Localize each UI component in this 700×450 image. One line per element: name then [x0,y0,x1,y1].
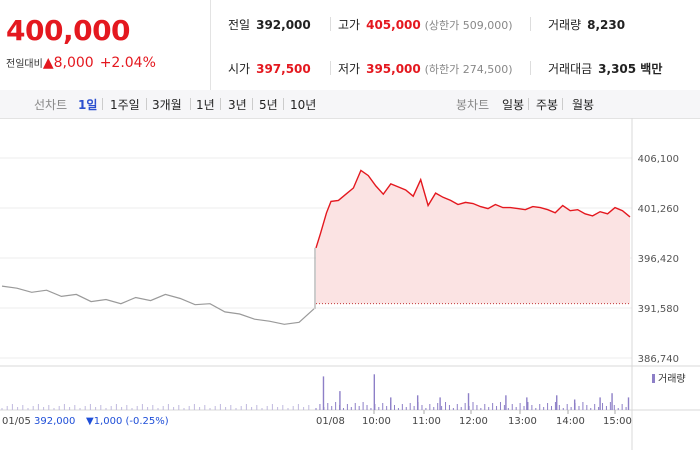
x-tick-label: 11:00 [412,416,441,427]
divider [146,98,147,110]
intraday-chart: 406,100 401,260 396,420 391,580 386,740 거래량 01… [0,118,700,450]
low-label: 저가 [338,62,361,76]
price-panel: 400,000 전일대비▲8,000 +2.04% [0,0,211,90]
prev-close-label: 전일 [228,18,251,32]
line-chart-label: 선차트 [34,98,68,112]
y-tick-label: 396,420 [638,254,679,265]
volume-label: 거래량 [548,18,582,32]
prev-close-value: 392,000 [256,18,311,32]
change-amount: 8,000 [53,55,94,71]
volume-legend-swatch [652,374,655,383]
y-tick-label: 386,740 [638,354,679,365]
low-price: 저가 395,000 (하한가 274,500) [338,60,513,77]
divider [220,98,221,110]
tab-1week[interactable]: 1주일 [110,98,140,112]
divider [562,98,563,110]
change-line: 전일대비▲8,000 +2.04% [6,55,156,71]
open-label: 시가 [228,62,251,76]
divider [102,98,103,110]
prev-day-close-label: 392,000 [34,416,75,427]
x-tick-label: 01/08 [316,416,345,427]
x-tick-label: 13:00 [508,416,537,427]
divider [190,98,191,110]
divider [330,61,331,75]
x-tick-label: 10:00 [362,416,391,427]
tab-monthly-candle[interactable]: 월봉 [572,98,595,112]
divider [530,17,531,31]
open-price: 시가 397,500 [228,60,311,77]
prev-day-change-label: ▼1,000 (-0.25%) [86,416,169,427]
high-label: 고가 [338,18,361,32]
tab-1day[interactable]: 1일 [78,98,98,112]
prev-close: 전일 392,000 [228,16,311,33]
divider [330,17,331,31]
chart-tab-bar: 선차트 1일 1주일 3개월 1년 3년 5년 10년 봉차트 일봉 주봉 월봉 [0,90,700,119]
upper-limit-note: (상한가 509,000) [424,19,513,32]
lower-limit-note: (하한가 274,500) [424,63,513,76]
tab-daily-candle[interactable]: 일봉 [502,98,525,112]
tab-5year[interactable]: 5년 [259,98,278,112]
x-tick-label: 14:00 [556,416,585,427]
change-label: 전일대비 [6,59,43,70]
y-tick-label: 406,100 [638,154,679,165]
open-value: 397,500 [256,62,311,76]
volume-legend-label: 거래량 [658,373,686,385]
turnover-label: 거래대금 [548,62,593,76]
turnover: 거래대금 3,305 백만 [548,60,662,77]
series-area-today [316,170,630,304]
series-line-prev-day [1,285,315,325]
tab-weekly-candle[interactable]: 주봉 [536,98,559,112]
up-arrow-icon: ▲ [42,55,54,71]
tab-1year[interactable]: 1년 [196,98,215,112]
series-line-today [315,169,631,249]
tab-3month[interactable]: 3개월 [152,98,182,112]
divider [283,98,284,110]
tab-3year[interactable]: 3년 [228,98,247,112]
divider [530,61,531,75]
candle-chart-label: 봉차트 [456,98,490,112]
turnover-value: 3,305 백만 [598,62,663,76]
volume: 거래량 8,230 [548,16,625,33]
tab-10year[interactable]: 10년 [290,98,317,112]
volume-value: 8,230 [587,18,626,32]
y-tick-label: 401,260 [638,204,679,215]
change-percent: +2.04% [99,55,156,71]
quote-header: 400,000 전일대비▲8,000 +2.04% 전일 392,000 고가 405… [0,0,700,91]
x-tick-label: 15:00 [603,416,632,427]
divider [528,98,529,110]
x-tick-label: 01/05 [2,416,31,427]
high-price: 고가 405,000 (상한가 509,000) [338,16,513,33]
x-tick-label: 12:00 [459,416,488,427]
high-value: 405,000 [366,18,421,32]
low-value: 395,000 [366,62,421,76]
current-price: 400,000 [6,14,131,47]
divider [252,98,253,110]
y-tick-label: 391,580 [638,304,679,315]
